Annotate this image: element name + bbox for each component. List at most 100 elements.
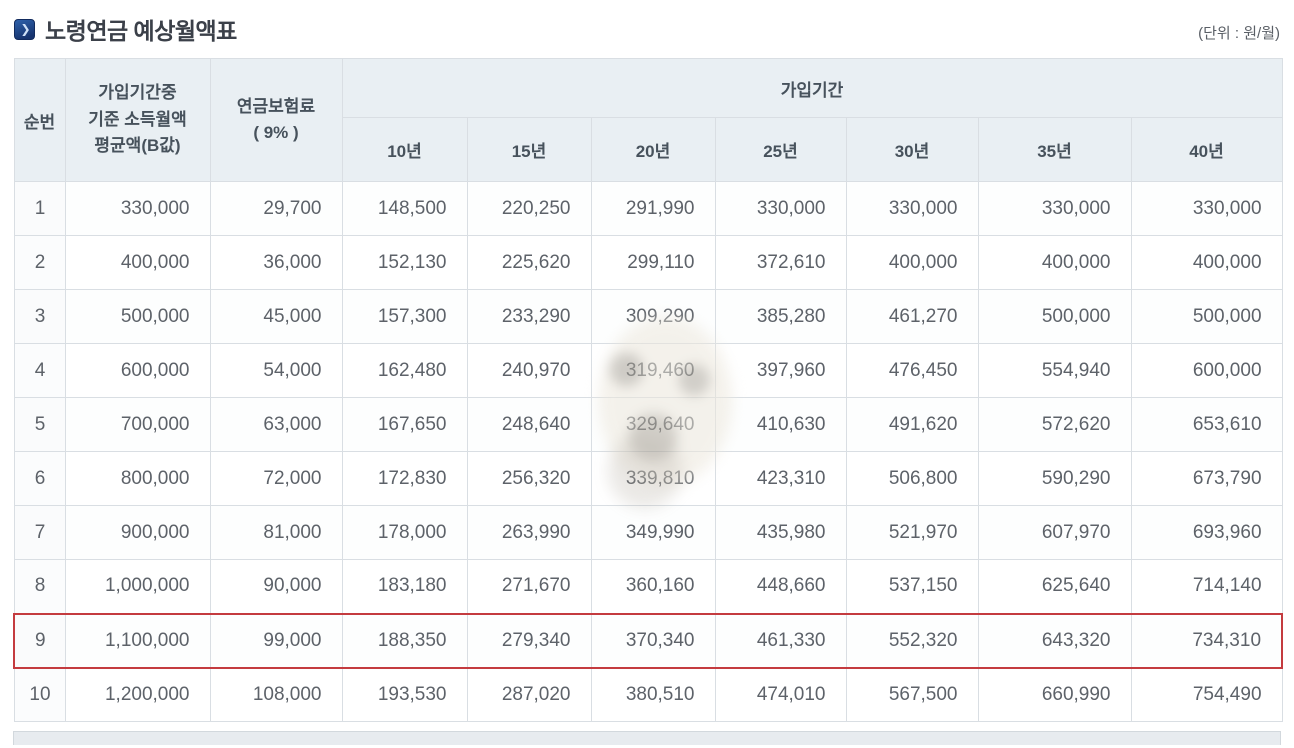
amount-cell: 319,460 [590, 343, 716, 398]
header-period-30y: 30년 [845, 117, 979, 182]
amount-cell: 714,140 [1130, 559, 1283, 614]
amount-cell: 263,990 [466, 505, 592, 560]
amount-cell: 385,280 [714, 289, 847, 344]
amount-cell: 233,290 [466, 289, 592, 344]
amount-cell: 162,480 [341, 343, 468, 398]
amount-cell: 248,640 [466, 397, 592, 452]
amount-cell: 423,310 [714, 451, 847, 506]
amount-cell: 673,790 [1130, 451, 1283, 506]
amount-cell: 309,290 [590, 289, 716, 344]
amount-cell: 330,000 [845, 181, 979, 236]
amount-cell: 397,960 [714, 343, 847, 398]
amount-cell: 167,650 [341, 397, 468, 452]
amount-cell: 410,630 [714, 397, 847, 452]
row-number-cell: 6 [13, 451, 66, 506]
amount-cell: 330,000 [714, 181, 847, 236]
amount-cell: 625,640 [977, 559, 1132, 614]
amount-cell: 152,130 [341, 235, 468, 290]
page-title: 노령연금 예상월액표 [45, 18, 237, 44]
arrow-bullet-icon: ❯ [14, 18, 35, 40]
amount-cell: 72,000 [209, 451, 343, 506]
amount-cell: 800,000 [64, 451, 211, 506]
amount-cell: 360,160 [590, 559, 716, 614]
amount-cell: 256,320 [466, 451, 592, 506]
row-number-cell: 9 [13, 612, 66, 669]
amount-cell: 172,830 [341, 451, 468, 506]
amount-cell: 461,270 [845, 289, 979, 344]
amount-cell: 400,000 [64, 235, 211, 290]
row-number-cell: 1 [13, 181, 66, 236]
page-header: ❯ 노령연금 예상월액표 (단위 : 원/월) [0, 0, 1294, 46]
amount-cell: 521,970 [845, 505, 979, 560]
table-row: 10 1,200,000 108,000 193,530 287,020 380,510 4… [13, 667, 1283, 722]
amount-cell: 567,500 [845, 667, 979, 722]
table-area: 순번 가입기간중 기준 소득월액 평균액(B값) 연금보험료 ( 9% ) 가입… [0, 58, 1294, 745]
amount-cell: 435,980 [714, 505, 847, 560]
amount-cell: 537,150 [845, 559, 979, 614]
unit-label: (단위 : 원/월) [1198, 25, 1280, 42]
amount-cell: 552,320 [845, 612, 979, 669]
amount-cell: 660,990 [977, 667, 1132, 722]
amount-cell: 476,450 [845, 343, 979, 398]
amount-cell: 157,300 [341, 289, 468, 344]
table-body: 1 330,000 29,700 148,500 220,250 291,990 330,0… [13, 181, 1284, 722]
header-period-25y: 25년 [714, 117, 847, 182]
amount-cell: 299,110 [590, 235, 716, 290]
amount-cell: 291,990 [590, 181, 716, 236]
amount-cell: 271,670 [466, 559, 592, 614]
amount-cell: 900,000 [64, 505, 211, 560]
amount-cell: 506,800 [845, 451, 979, 506]
header-period-35y: 35년 [977, 117, 1132, 182]
amount-cell: 188,350 [341, 612, 468, 669]
chevron-right-icon: ❯ [20, 22, 31, 36]
amount-cell: 330,000 [977, 181, 1132, 236]
amount-cell: 372,610 [714, 235, 847, 290]
amount-cell: 734,310 [1130, 612, 1284, 669]
amount-cell: 607,970 [977, 505, 1132, 560]
amount-cell: 330,000 [64, 181, 211, 236]
row-number-cell: 7 [13, 505, 66, 560]
amount-cell: 1,200,000 [64, 667, 211, 722]
amount-cell: 380,510 [590, 667, 716, 722]
amount-cell: 400,000 [845, 235, 979, 290]
table-row: 4 600,000 54,000 162,480 240,970 319,460 397,9… [13, 343, 1283, 398]
table-row: 8 1,000,000 90,000 183,180 271,670 360,160 448… [13, 559, 1283, 614]
amount-cell: 29,700 [209, 181, 343, 236]
amount-cell: 700,000 [64, 397, 211, 452]
amount-cell: 63,000 [209, 397, 343, 452]
amount-cell: 99,000 [209, 612, 343, 669]
amount-cell: 653,610 [1130, 397, 1283, 452]
amount-cell: 45,000 [209, 289, 343, 344]
amount-cell: 287,020 [466, 667, 592, 722]
amount-cell: 491,620 [845, 397, 979, 452]
table-row-highlighted: 9 1,100,000 99,000 188,350 279,340 370,340 461… [13, 612, 1284, 669]
partial-next-row [13, 731, 1281, 745]
amount-cell: 339,810 [590, 451, 716, 506]
amount-cell: 500,000 [1130, 289, 1283, 344]
amount-cell: 754,490 [1130, 667, 1283, 722]
table-row: 2 400,000 36,000 152,130 225,620 299,110 372,6… [13, 235, 1283, 290]
amount-cell: 148,500 [341, 181, 468, 236]
amount-cell: 500,000 [977, 289, 1132, 344]
amount-cell: 349,990 [590, 505, 716, 560]
amount-cell: 554,940 [977, 343, 1132, 398]
amount-cell: 330,000 [1130, 181, 1283, 236]
header-period-40y: 40년 [1130, 117, 1283, 182]
amount-cell: 54,000 [209, 343, 343, 398]
amount-cell: 81,000 [209, 505, 343, 560]
amount-cell: 370,340 [590, 612, 716, 669]
amount-cell: 1,100,000 [64, 612, 211, 669]
header-period-group: 가입기간 [341, 58, 1283, 118]
header-seq: 순번 [13, 58, 66, 182]
table-row: 7 900,000 81,000 178,000 263,990 349,990 435,9… [13, 505, 1283, 560]
amount-cell: 90,000 [209, 559, 343, 614]
amount-cell: 500,000 [64, 289, 211, 344]
amount-cell: 572,620 [977, 397, 1132, 452]
header-period-20y: 20년 [590, 117, 716, 182]
amount-cell: 600,000 [1130, 343, 1283, 398]
amount-cell: 108,000 [209, 667, 343, 722]
row-number-cell: 2 [13, 235, 66, 290]
amount-cell: 448,660 [714, 559, 847, 614]
amount-cell: 225,620 [466, 235, 592, 290]
amount-cell: 178,000 [341, 505, 468, 560]
